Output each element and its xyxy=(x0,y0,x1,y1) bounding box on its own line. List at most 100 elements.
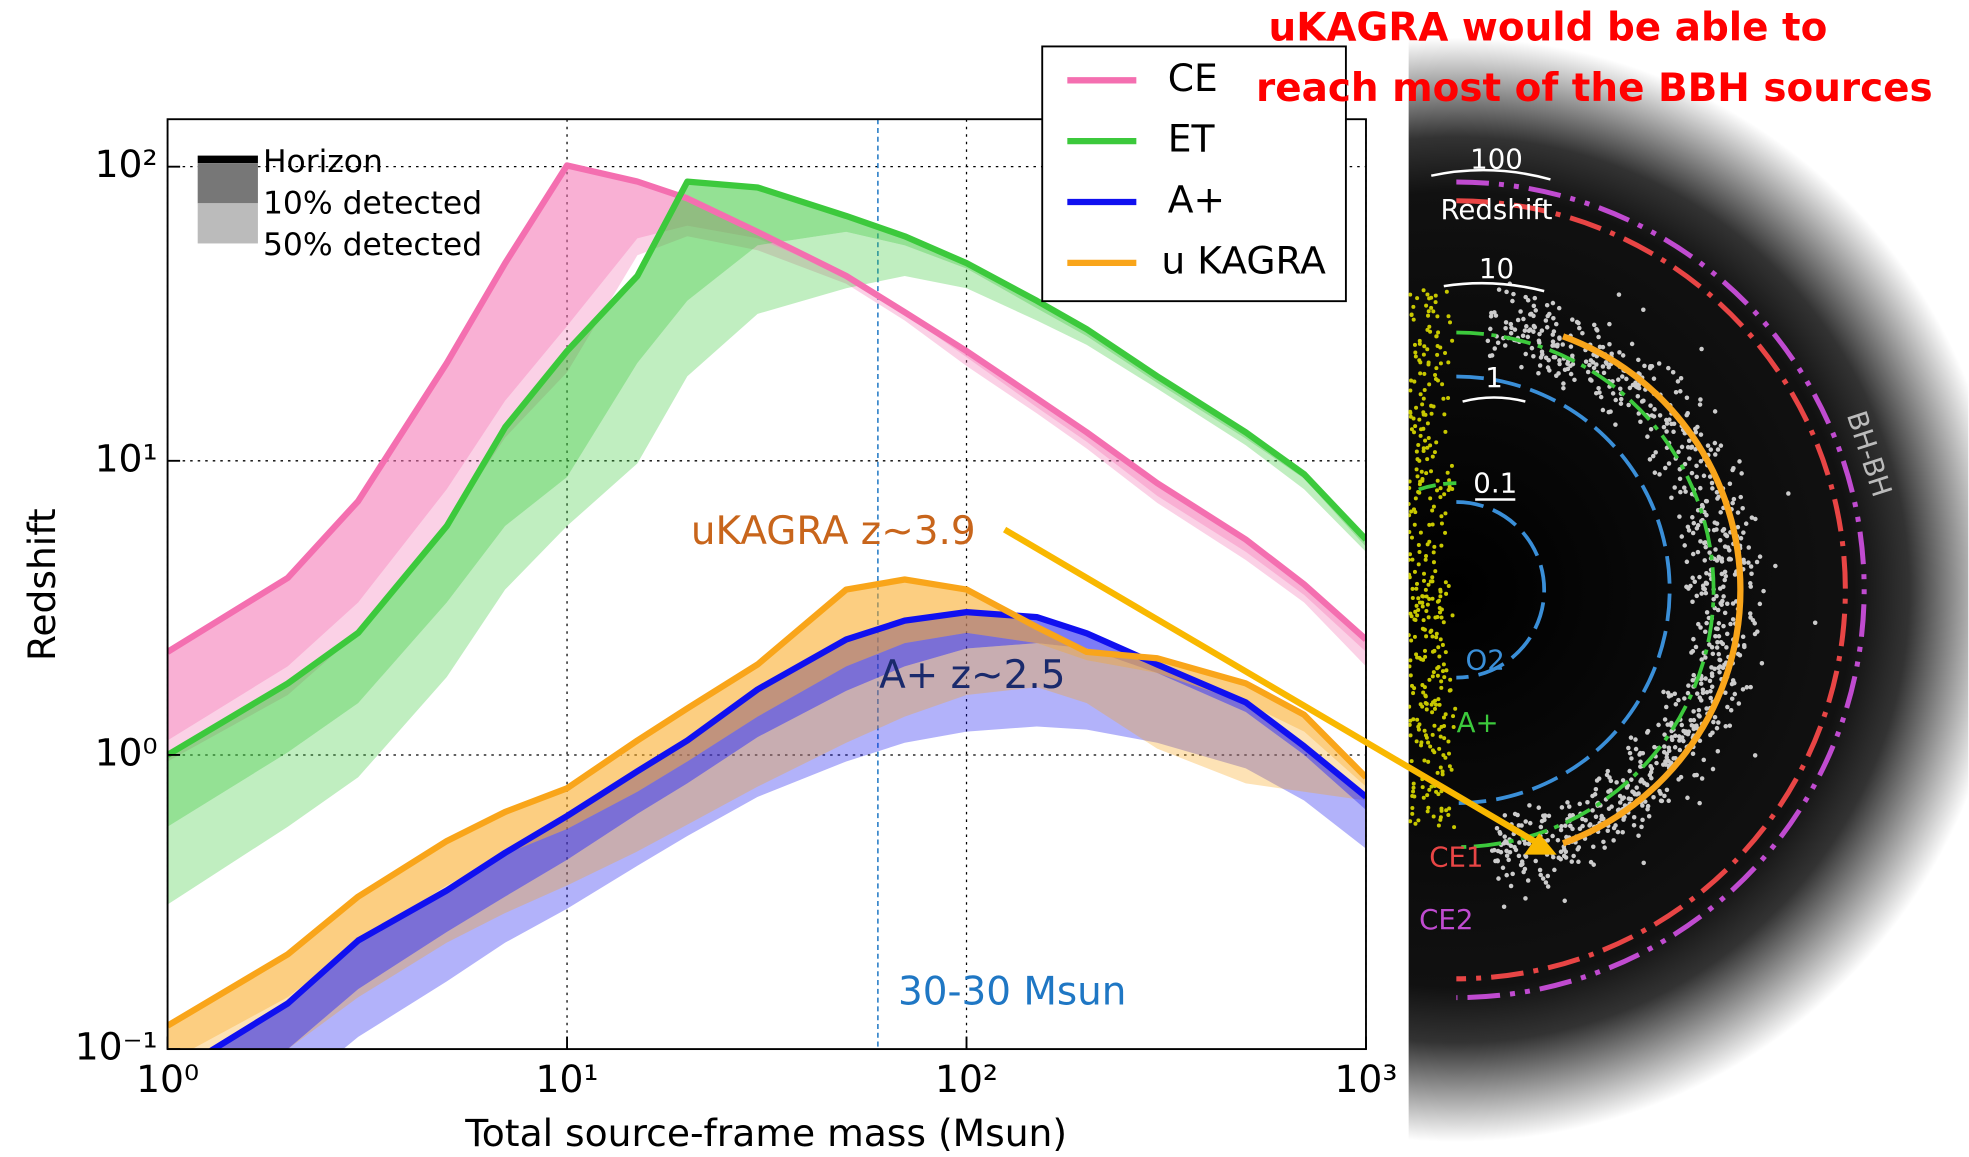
inset-dot xyxy=(1559,805,1565,810)
inset-dot xyxy=(1449,767,1454,772)
inset-dot xyxy=(1615,829,1621,835)
inset-dot xyxy=(1510,298,1515,304)
inset-dot xyxy=(1429,403,1434,408)
inset-dot xyxy=(1450,613,1455,618)
inset-dot xyxy=(1645,730,1650,735)
inset-dot xyxy=(1536,370,1541,376)
inset-dot xyxy=(1427,677,1432,682)
inset-dot xyxy=(1698,432,1704,437)
inset-dot xyxy=(1608,409,1613,414)
inset-dot xyxy=(1412,379,1417,384)
inset-dot xyxy=(1675,379,1681,384)
inset-dot xyxy=(1426,313,1431,318)
inset-dot xyxy=(1436,330,1441,335)
inset-dot xyxy=(1409,509,1414,514)
inset-dot xyxy=(1495,858,1500,863)
inset-dot xyxy=(1408,529,1412,534)
inset-dot xyxy=(1408,513,1412,518)
inset-dot xyxy=(1418,433,1423,438)
inset-dot xyxy=(1508,330,1514,336)
inset-dot xyxy=(1719,602,1724,607)
inset-dot xyxy=(1594,362,1599,367)
inset-dot xyxy=(1430,748,1435,753)
inset-dot xyxy=(1570,813,1576,818)
inset-dot xyxy=(1611,825,1617,831)
y-tick-label: 10⁰ xyxy=(95,730,158,774)
inset-dot xyxy=(1410,805,1415,810)
inset-dot xyxy=(1698,539,1703,544)
inset-dot xyxy=(1684,395,1690,400)
inset-dot xyxy=(1704,570,1709,576)
inset-dot xyxy=(1688,445,1694,450)
inset-dot xyxy=(1539,328,1545,333)
inset-dot xyxy=(1588,377,1593,382)
inset-dot xyxy=(1703,655,1708,660)
inset-dot xyxy=(1427,596,1432,602)
inset-dot xyxy=(1446,396,1451,401)
inset-dot xyxy=(1723,532,1728,537)
inset-dot xyxy=(1740,634,1746,639)
inset-dot xyxy=(1663,759,1668,764)
inset-dot xyxy=(1430,634,1435,639)
inset-dot xyxy=(1703,590,1709,596)
inset-dot xyxy=(1620,778,1626,783)
inset-dot xyxy=(1557,358,1562,363)
legend-label: CE xyxy=(1168,56,1218,100)
inset-dot xyxy=(1585,369,1591,375)
inset-dot xyxy=(1712,666,1717,672)
inset-dot xyxy=(1702,558,1707,563)
inset-dot xyxy=(1671,421,1677,426)
inset-dot xyxy=(1558,849,1564,855)
inset-dot xyxy=(1636,357,1641,363)
inset-dot xyxy=(1433,372,1438,377)
inset-dot xyxy=(1434,440,1439,445)
inset-dot xyxy=(1653,450,1658,455)
inset-dot xyxy=(1439,806,1444,811)
inset-dot xyxy=(1725,704,1730,710)
inset-dot xyxy=(1508,883,1514,889)
inset-dot xyxy=(1434,635,1439,640)
inset-dot xyxy=(1700,504,1705,510)
inset-dot xyxy=(1428,629,1433,634)
inset-dot xyxy=(1728,621,1733,627)
inset-dot xyxy=(1648,763,1653,769)
inset-dot xyxy=(1424,594,1429,599)
inset-dot xyxy=(1712,440,1718,446)
inset-dot xyxy=(1694,463,1699,469)
inset-dot xyxy=(1438,637,1443,642)
inset-dot xyxy=(1598,394,1604,400)
inset-dot xyxy=(1408,485,1412,490)
inset-dot xyxy=(1446,314,1451,319)
inset-dot xyxy=(1529,345,1535,351)
inset-dot xyxy=(1558,827,1564,833)
inset-dot xyxy=(1421,690,1426,695)
inset-dot xyxy=(1571,853,1576,859)
inset-dot xyxy=(1707,642,1712,647)
inset-dot xyxy=(1651,794,1656,800)
title: reach most of the BBH sources xyxy=(1256,66,1933,111)
inset-dot xyxy=(1417,341,1422,346)
inset-dot xyxy=(1439,514,1444,519)
inset-dot xyxy=(1786,491,1791,496)
inset-dot xyxy=(1715,639,1720,645)
inset-dot xyxy=(1663,762,1669,767)
inset-dot xyxy=(1712,409,1718,414)
inset-dot xyxy=(1717,538,1723,543)
inset-dot xyxy=(1426,309,1431,314)
inset-dot xyxy=(1563,855,1569,860)
inset-dot xyxy=(1504,872,1509,878)
inset-dot xyxy=(1617,386,1623,392)
inset-dot xyxy=(1685,690,1691,696)
inset-dot xyxy=(1442,675,1447,680)
inset-dot xyxy=(1673,702,1679,707)
inset-dot xyxy=(1506,857,1511,863)
inset-dot xyxy=(1434,631,1439,636)
inset-dot xyxy=(1422,627,1427,632)
inset-dot xyxy=(1421,795,1426,800)
inset-dot xyxy=(1448,320,1453,325)
inset-dot xyxy=(1495,340,1501,345)
inset-dot xyxy=(1442,412,1447,417)
inset-dot xyxy=(1431,550,1436,555)
inset-dot xyxy=(1526,841,1532,846)
inset-dot xyxy=(1658,798,1664,804)
